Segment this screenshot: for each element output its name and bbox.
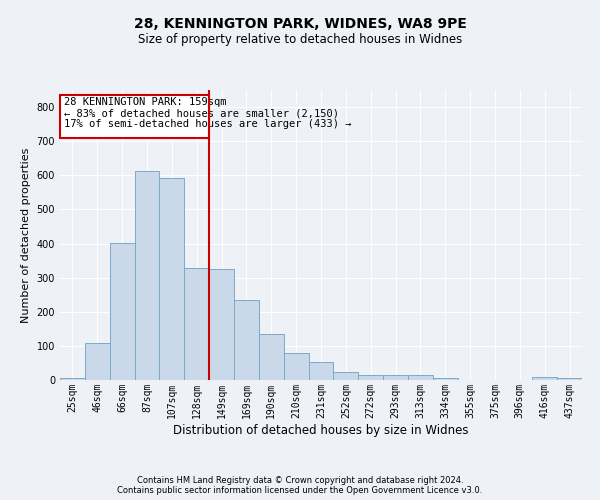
- Bar: [184, 268, 209, 380]
- Text: ← 83% of detached houses are smaller (2,150): ← 83% of detached houses are smaller (2,…: [64, 108, 339, 118]
- Bar: [334, 372, 358, 380]
- Bar: [85, 344, 110, 380]
- Bar: [358, 375, 383, 380]
- Bar: [408, 374, 433, 380]
- Text: Contains HM Land Registry data © Crown copyright and database right 2024.: Contains HM Land Registry data © Crown c…: [137, 476, 463, 485]
- Bar: [234, 300, 259, 380]
- Bar: [383, 375, 408, 380]
- X-axis label: Distribution of detached houses by size in Widnes: Distribution of detached houses by size …: [173, 424, 469, 436]
- Bar: [110, 242, 134, 380]
- Bar: [60, 95, 209, 138]
- Bar: [60, 378, 85, 380]
- Bar: [532, 378, 557, 380]
- Y-axis label: Number of detached properties: Number of detached properties: [21, 148, 31, 322]
- Text: 17% of semi-detached houses are larger (433) →: 17% of semi-detached houses are larger (…: [64, 120, 351, 130]
- Text: Size of property relative to detached houses in Widnes: Size of property relative to detached ho…: [138, 32, 462, 46]
- Bar: [284, 354, 308, 380]
- Bar: [160, 178, 184, 380]
- Bar: [209, 269, 234, 380]
- Bar: [557, 378, 582, 380]
- Text: 28 KENNINGTON PARK: 159sqm: 28 KENNINGTON PARK: 159sqm: [64, 97, 226, 107]
- Bar: [134, 171, 160, 380]
- Bar: [433, 378, 458, 380]
- Text: 28, KENNINGTON PARK, WIDNES, WA8 9PE: 28, KENNINGTON PARK, WIDNES, WA8 9PE: [134, 18, 466, 32]
- Bar: [259, 334, 284, 380]
- Bar: [308, 362, 334, 380]
- Text: Contains public sector information licensed under the Open Government Licence v3: Contains public sector information licen…: [118, 486, 482, 495]
